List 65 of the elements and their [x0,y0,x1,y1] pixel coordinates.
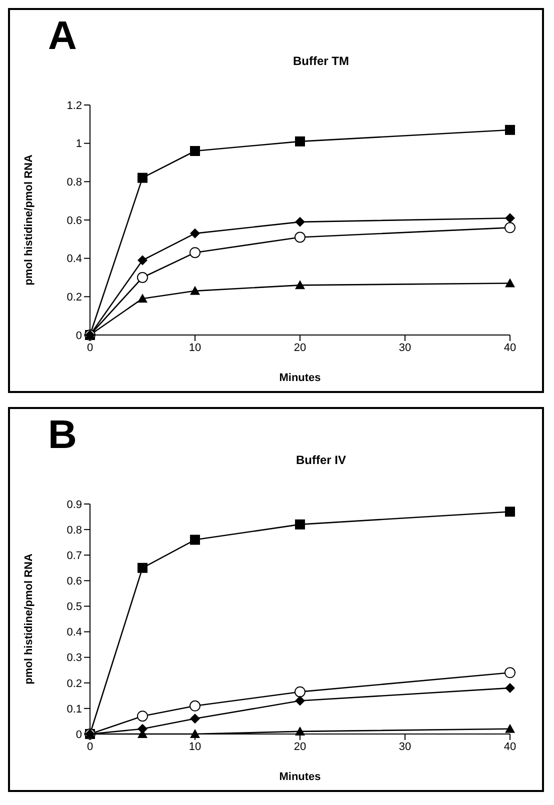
y-tick-label: 0 [76,330,82,342]
x-tick-label: 0 [86,342,94,354]
y-axis-title: pmol histidine/pmol RNA [22,154,35,286]
point [294,686,306,698]
y-tick-label: 0.5 [66,601,82,614]
y-tick-label: 1.2 [66,100,82,112]
x-tick-label: 0 [86,740,94,753]
y-axis-title: pmol histidine/pmol RNA [22,554,35,684]
point [137,272,148,283]
point [190,729,200,738]
y-tick-label: 0.8 [66,176,82,189]
point [505,683,515,693]
point [190,286,200,295]
y-tick-label: 0.4 [66,253,82,266]
y-tick-label: 0.7 [66,550,82,562]
y-tick-label: 0.4 [66,626,82,639]
point [138,562,148,573]
point [190,228,200,238]
point [137,710,148,722]
y-tick-label: 0.6 [66,214,82,227]
x-tick-label: 30 [398,740,412,753]
point [190,714,200,724]
point [295,726,305,736]
x-tick-label: 40 [504,740,516,753]
y-tick-label: 0.8 [66,524,82,536]
point [295,216,305,227]
y-tick-label: 0.6 [66,576,82,588]
point [505,724,515,733]
x-tick-label: 30 [398,342,412,354]
x-axis-title: Minutes [279,372,321,384]
x-tick-label: 20 [294,342,306,354]
point [505,506,515,517]
point [295,696,305,706]
point [138,172,148,183]
y-tick-label: 0.9 [66,498,82,511]
point [190,146,200,156]
text: B [48,413,77,458]
text: A [48,14,77,59]
y-tick-label: 0.2 [66,292,82,304]
chart-title: Buffer IV [296,453,346,467]
point [295,280,305,290]
point [504,222,516,234]
y-tick-label: 1 [76,138,82,150]
x-tick-label: 40 [504,342,516,354]
point [138,294,148,303]
chart-title: Buffer TM [293,54,349,68]
x-axis-title: Minutes [279,771,321,783]
point [190,534,200,545]
y-tick-label: 0 [76,728,82,741]
point [295,519,305,530]
point [190,700,200,712]
y-tick-label: 0.3 [66,652,82,664]
point [295,136,305,146]
point [190,247,200,258]
x-tick-label: 10 [188,342,202,354]
point [138,255,148,266]
point [294,232,306,243]
point [504,667,516,678]
y-tick-label: 0.1 [66,703,82,716]
x-tick-label: 20 [294,740,306,753]
y-tick-label: 0.2 [66,678,82,690]
point [505,213,515,224]
point [505,124,515,135]
point [505,278,515,288]
x-tick-label: 10 [188,740,202,753]
